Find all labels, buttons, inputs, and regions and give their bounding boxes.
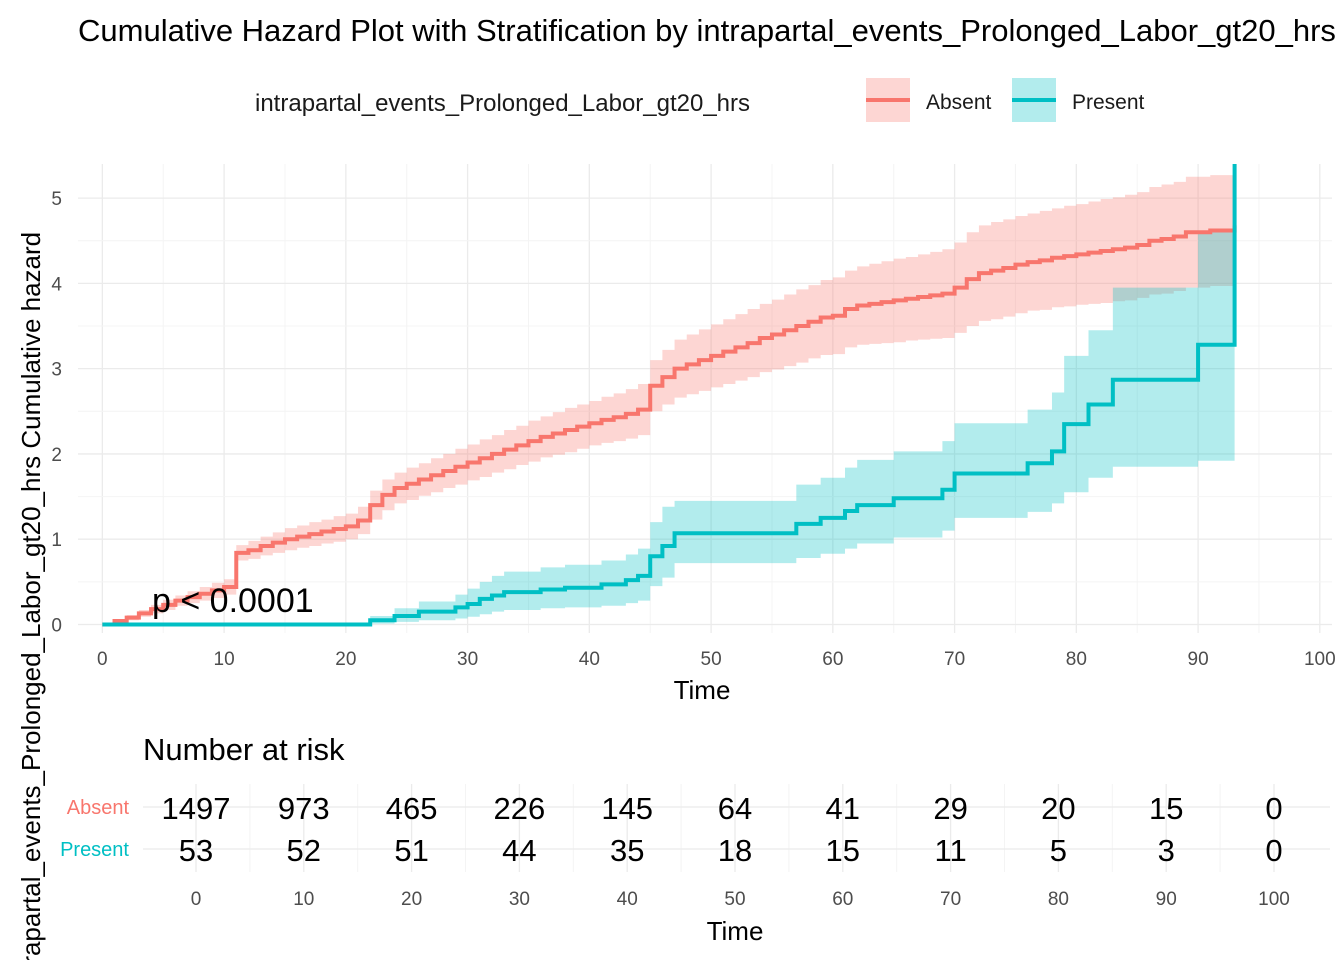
risk-count-present: 35 (610, 833, 644, 868)
risk-count-absent: 29 (933, 791, 967, 826)
risk-row-label-present: Present (60, 839, 129, 861)
risk-count-present: 3 (1158, 833, 1175, 868)
x-tick-label: 20 (335, 649, 356, 670)
x-tick-label: 90 (1188, 649, 1209, 670)
risk-count-absent: 226 (494, 791, 546, 826)
risk-x-tick-label: 80 (1048, 889, 1069, 910)
risk-count-present: 51 (394, 833, 428, 868)
risk-count-absent: 465 (386, 791, 438, 826)
hazard-line-present (102, 164, 1237, 627)
risk-count-absent: 1497 (162, 791, 231, 826)
x-tick-label: 80 (1066, 649, 1087, 670)
x-tick-label: 50 (701, 649, 722, 670)
y-tick-label: 0 (51, 615, 62, 636)
x-tick-label: 70 (944, 649, 965, 670)
risk-count-absent: 20 (1041, 791, 1075, 826)
risk-x-axis-label: Time (707, 916, 764, 946)
risk-table-title: Number at risk (143, 732, 345, 767)
legend-label-present: Present (1072, 91, 1145, 114)
x-tick-label: 30 (457, 649, 478, 670)
p-value-annotation: p < 0.0001 (152, 582, 314, 620)
risk-row-label-absent: Absent (67, 797, 130, 819)
risk-x-tick-label: 60 (832, 889, 853, 910)
risk-count-absent: 41 (826, 791, 860, 826)
x-axis-label: Time (674, 675, 731, 705)
risk-count-absent: 145 (601, 791, 653, 826)
y-tick-label: 1 (51, 530, 62, 551)
x-tick-label: 60 (822, 649, 843, 670)
x-tick-labels: 0 10 20 30 40 50 60 70 80 90 100 (97, 649, 1336, 670)
y-tick-labels: 0 1 2 3 4 5 (51, 189, 62, 636)
confidence-bands (102, 164, 1235, 625)
risk-x-tick-label: 70 (940, 889, 961, 910)
legend-label-absent: Absent (926, 91, 992, 114)
confidence-band-absent (102, 169, 1235, 625)
legend-title: intrapartal_events_Prolonged_Labor_gt20_… (255, 90, 750, 117)
risk-count-absent: 973 (278, 791, 330, 826)
risk-x-tick-label: 10 (293, 889, 314, 910)
hazard-lines (102, 164, 1237, 627)
y-tick-label: 3 (51, 360, 62, 381)
risk-table-rows: Absent 1497 973 465 226 145 64 41 29 20 15 0 Present… (60, 791, 1283, 868)
y-axis-label: intrapartal_events_Prolonged_Labor_gt20_… (16, 232, 46, 960)
risk-count-absent: 64 (718, 791, 752, 826)
risk-x-tick-label: 20 (401, 889, 422, 910)
risk-count-present: 5 (1050, 833, 1067, 868)
y-tick-label: 2 (51, 445, 62, 466)
risk-count-absent: 0 (1265, 791, 1282, 826)
risk-count-present: 11 (935, 833, 967, 868)
hazard-line-absent (102, 225, 1237, 627)
legend: intrapartal_events_Prolonged_Labor_gt20_… (255, 78, 1145, 122)
risk-count-present: 52 (287, 833, 321, 868)
legend-item-absent: Absent (866, 78, 992, 122)
x-tick-label: 0 (97, 649, 108, 670)
risk-x-tick-label: 90 (1156, 889, 1177, 910)
risk-count-present: 44 (502, 833, 536, 868)
risk-count-present: 15 (826, 833, 860, 868)
x-tick-label: 40 (579, 649, 600, 670)
risk-x-tick-label: 50 (724, 889, 745, 910)
risk-x-tick-label: 0 (191, 889, 202, 910)
risk-count-absent: 15 (1149, 791, 1183, 826)
chart-title: Cumulative Hazard Plot with Stratificati… (78, 13, 1336, 48)
risk-count-present: 0 (1265, 833, 1282, 868)
x-tick-label: 10 (214, 649, 235, 670)
risk-count-present: 18 (718, 833, 752, 868)
confidence-band-present (102, 164, 1235, 625)
risk-table-grid (143, 784, 1330, 872)
risk-x-tick-label: 100 (1258, 889, 1290, 910)
risk-x-tick-labels: 0 10 20 30 40 50 60 70 80 90 100 (191, 889, 1290, 910)
y-tick-label: 4 (51, 274, 62, 295)
risk-x-tick-label: 40 (617, 889, 638, 910)
risk-x-tick-label: 30 (509, 889, 530, 910)
main-grid (78, 164, 1332, 633)
x-tick-label: 100 (1304, 649, 1336, 670)
legend-item-present: Present (1012, 78, 1145, 122)
y-tick-label: 5 (51, 189, 62, 210)
risk-count-present: 53 (179, 833, 213, 868)
